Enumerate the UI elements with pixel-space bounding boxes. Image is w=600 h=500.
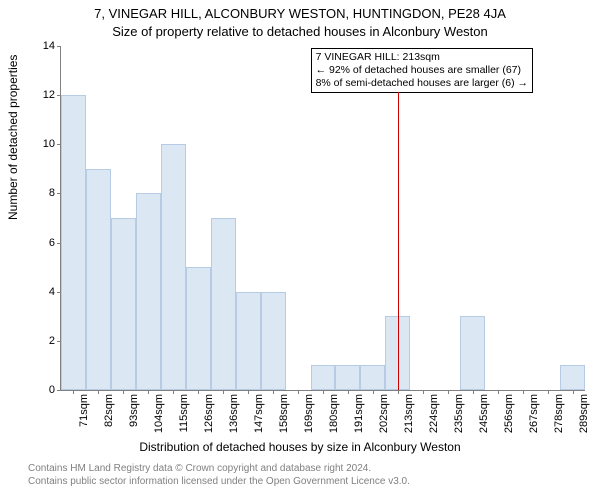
histogram-bar xyxy=(211,218,236,390)
histogram-bar xyxy=(161,144,186,390)
x-tick-label: 104sqm xyxy=(153,394,155,444)
y-tick-label: 8 xyxy=(31,187,55,199)
x-tick-label: 180sqm xyxy=(328,394,330,444)
histogram-bar xyxy=(460,316,485,390)
x-tick-mark xyxy=(348,390,349,394)
x-tick-mark xyxy=(423,390,424,394)
chart-container: 7, VINEGAR HILL, ALCONBURY WESTON, HUNTI… xyxy=(0,0,600,500)
x-tick-label: 158sqm xyxy=(278,394,280,444)
x-tick-mark xyxy=(248,390,249,394)
x-tick-label: 82sqm xyxy=(103,394,105,444)
x-tick-mark xyxy=(323,390,324,394)
histogram-bar xyxy=(261,292,286,390)
x-tick-mark xyxy=(98,390,99,394)
annotation-line: 8% of semi-detached houses are larger (6… xyxy=(316,77,528,90)
y-tick-mark xyxy=(57,46,61,47)
footer-line: Contains HM Land Registry data © Crown c… xyxy=(28,462,410,475)
y-tick-label: 6 xyxy=(31,237,55,249)
x-tick-label: 278sqm xyxy=(553,394,555,444)
x-tick-mark xyxy=(448,390,449,394)
x-tick-label: 202sqm xyxy=(378,394,380,444)
histogram-bar xyxy=(360,365,385,390)
y-tick-label: 2 xyxy=(31,335,55,347)
x-tick-mark xyxy=(523,390,524,394)
x-tick-label: 126sqm xyxy=(203,394,205,444)
x-tick-mark xyxy=(123,390,124,394)
chart-subtitle: Size of property relative to detached ho… xyxy=(0,24,600,39)
y-axis-label: Number of detached properties xyxy=(6,55,20,220)
x-tick-mark xyxy=(298,390,299,394)
chart-title: 7, VINEGAR HILL, ALCONBURY WESTON, HUNTI… xyxy=(0,6,600,21)
x-tick-mark xyxy=(573,390,574,394)
y-tick-label: 14 xyxy=(31,40,55,52)
y-tick-mark xyxy=(57,390,61,391)
x-tick-mark xyxy=(73,390,74,394)
x-tick-label: 245sqm xyxy=(478,394,480,444)
x-tick-mark xyxy=(173,390,174,394)
y-tick-label: 12 xyxy=(31,89,55,101)
x-tick-mark xyxy=(548,390,549,394)
x-tick-label: 213sqm xyxy=(403,394,405,444)
x-tick-label: 289sqm xyxy=(578,394,580,444)
x-tick-mark xyxy=(398,390,399,394)
histogram-bar xyxy=(560,365,585,390)
histogram-bar xyxy=(335,365,360,390)
x-tick-label: 115sqm xyxy=(178,394,180,444)
x-tick-label: 169sqm xyxy=(303,394,305,444)
x-tick-label: 267sqm xyxy=(528,394,530,444)
reference-line xyxy=(398,92,399,390)
y-tick-label: 10 xyxy=(31,138,55,150)
plot-area: 7 VINEGAR HILL: 213sqm ← 92% of detached… xyxy=(60,46,585,391)
x-tick-label: 71sqm xyxy=(78,394,80,444)
x-tick-label: 136sqm xyxy=(228,394,230,444)
footer-line: Contains public sector information licen… xyxy=(28,475,410,488)
x-tick-mark xyxy=(498,390,499,394)
histogram-bar xyxy=(111,218,136,390)
x-tick-label: 93sqm xyxy=(128,394,130,444)
x-tick-label: 191sqm xyxy=(353,394,355,444)
annotation-line: ← 92% of detached houses are smaller (67… xyxy=(316,64,528,77)
histogram-bar xyxy=(186,267,211,390)
x-tick-mark xyxy=(198,390,199,394)
y-tick-label: 0 xyxy=(31,384,55,396)
histogram-bar xyxy=(236,292,261,390)
x-tick-mark xyxy=(223,390,224,394)
x-tick-label: 224sqm xyxy=(428,394,430,444)
x-axis-label: Distribution of detached houses by size … xyxy=(0,440,600,454)
x-tick-mark xyxy=(373,390,374,394)
histogram-bar xyxy=(61,95,86,390)
y-tick-label: 4 xyxy=(31,286,55,298)
histogram-bar xyxy=(136,193,161,390)
histogram-bar xyxy=(311,365,336,390)
histogram-bar xyxy=(86,169,111,390)
x-tick-label: 256sqm xyxy=(503,394,505,444)
annotation-box: 7 VINEGAR HILL: 213sqm ← 92% of detached… xyxy=(311,48,533,93)
x-tick-mark xyxy=(473,390,474,394)
x-tick-label: 235sqm xyxy=(453,394,455,444)
x-tick-mark xyxy=(273,390,274,394)
x-tick-mark xyxy=(148,390,149,394)
footer-attribution: Contains HM Land Registry data © Crown c… xyxy=(28,462,410,488)
x-tick-label: 147sqm xyxy=(253,394,255,444)
annotation-line: 7 VINEGAR HILL: 213sqm xyxy=(316,51,528,64)
